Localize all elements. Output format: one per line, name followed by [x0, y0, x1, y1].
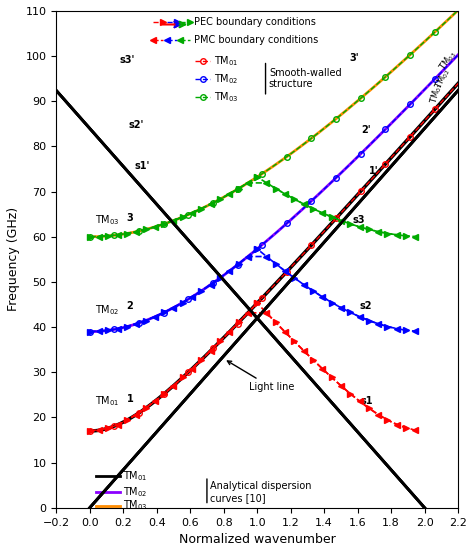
Text: 1: 1 [127, 394, 133, 404]
Text: TM$_{03}$: TM$_{03}$ [123, 499, 148, 513]
Text: 2: 2 [127, 301, 133, 311]
Text: PEC boundary conditions: PEC boundary conditions [193, 17, 315, 27]
Text: TM$_{02}$: TM$_{02}$ [214, 72, 238, 86]
Text: TM$_{01}$: TM$_{01}$ [428, 81, 446, 105]
Text: 1': 1' [369, 165, 379, 175]
X-axis label: Normalized wavenumber: Normalized wavenumber [179, 533, 336, 546]
Text: s3: s3 [353, 215, 365, 225]
Text: TM$_{01}$: TM$_{01}$ [214, 54, 238, 67]
Text: 2': 2' [361, 125, 371, 135]
Text: s2: s2 [359, 301, 372, 311]
Text: s1: s1 [361, 396, 374, 406]
Y-axis label: Frequency (GHz): Frequency (GHz) [7, 207, 20, 311]
Text: TM$_{03}$: TM$_{03}$ [95, 213, 119, 227]
Text: 3: 3 [127, 213, 133, 223]
Text: TM$_{01}$: TM$_{01}$ [123, 469, 148, 483]
Text: s1': s1' [135, 161, 150, 171]
Text: s2': s2' [128, 121, 144, 131]
Text: s3': s3' [120, 55, 135, 65]
Text: TM$_{01}$: TM$_{01}$ [95, 394, 119, 408]
Text: TM$_{02}$: TM$_{02}$ [95, 304, 119, 317]
Text: TM$_{03}$: TM$_{03}$ [214, 90, 238, 103]
Text: TM$_{02}$: TM$_{02}$ [433, 66, 453, 91]
Text: Light line: Light line [228, 361, 294, 392]
Text: Analytical dispersion
curves [10]: Analytical dispersion curves [10] [210, 481, 312, 503]
Text: TM$_{02}$: TM$_{02}$ [123, 485, 147, 499]
Text: 3': 3' [349, 53, 359, 62]
Text: Smooth-walled
structure: Smooth-walled structure [269, 68, 342, 90]
Text: TM$_{03}$: TM$_{03}$ [437, 48, 459, 73]
Text: PMC boundary conditions: PMC boundary conditions [193, 35, 318, 45]
